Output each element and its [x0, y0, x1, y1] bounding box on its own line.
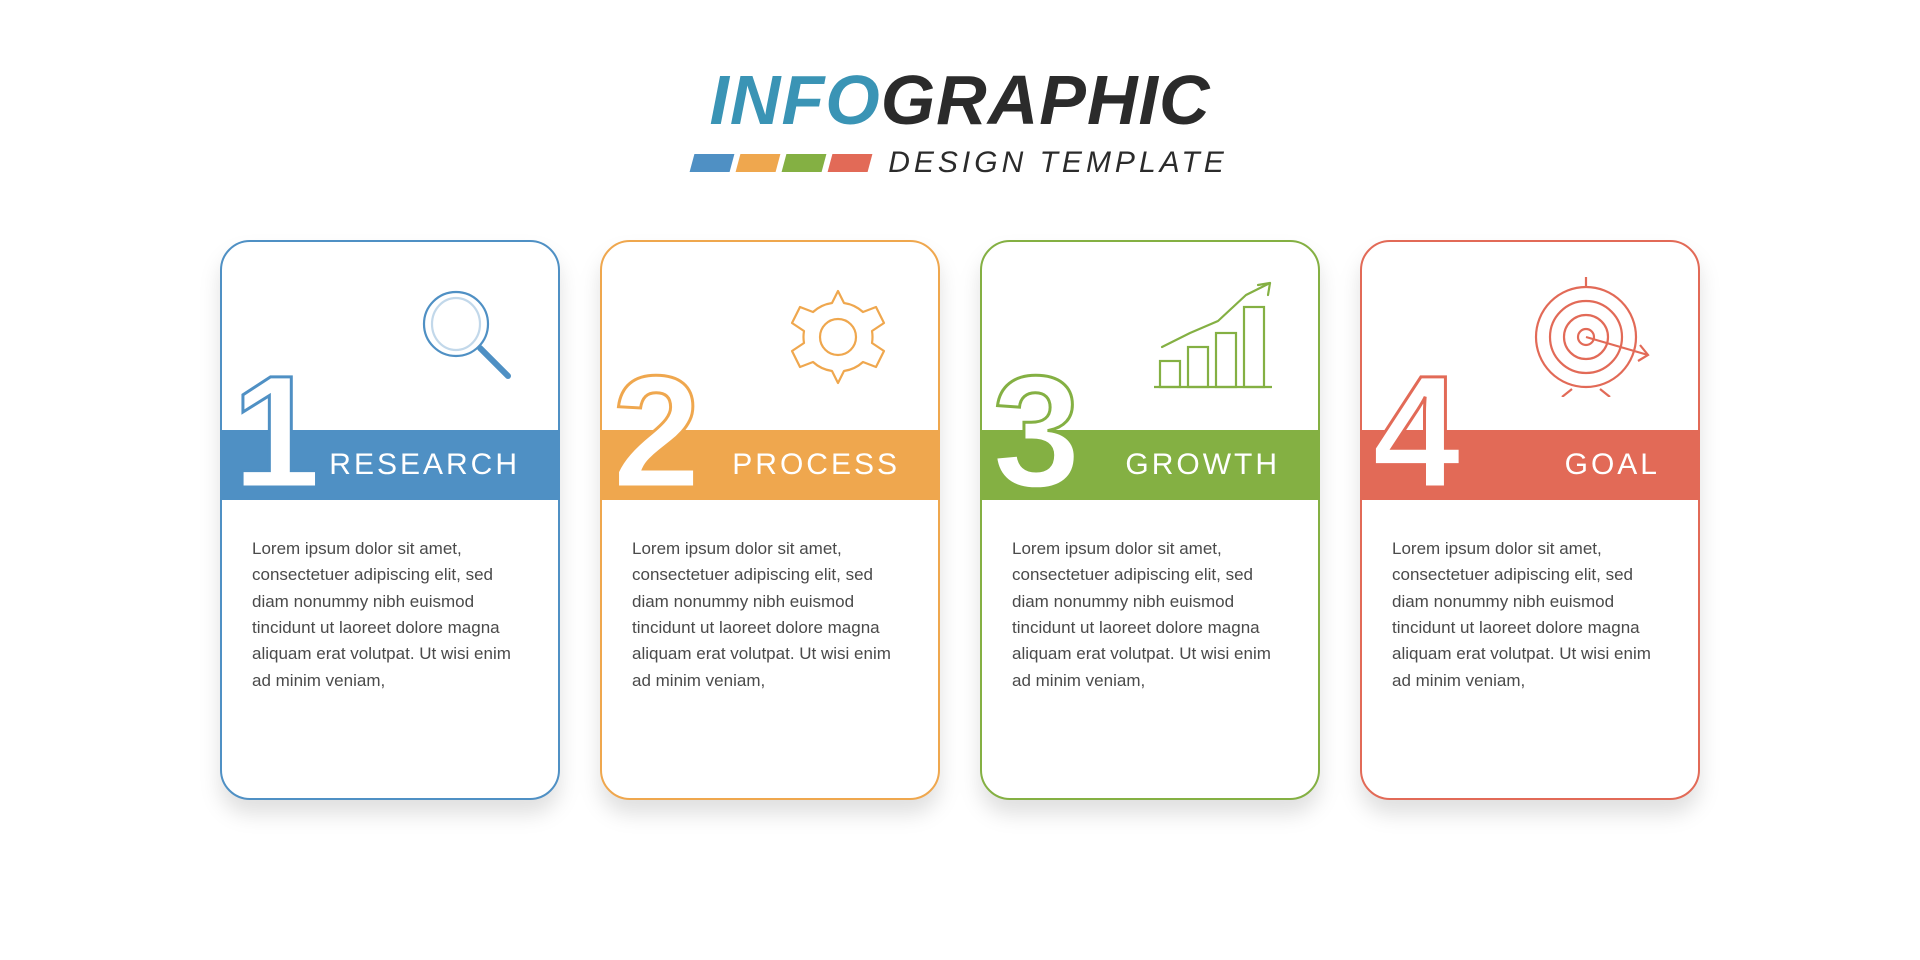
subtitle: DESIGN TEMPLATE: [888, 146, 1228, 180]
card-growth: GROWTH 3 Lorem ipsum dolor sit amet, con…: [980, 240, 1320, 800]
card-number: 2: [612, 352, 701, 512]
swatch-4: [828, 154, 873, 172]
card-title: GOAL: [1565, 448, 1660, 482]
card-row: RESEARCH 1 Lorem ipsum dolor sit amet, c…: [220, 240, 1700, 800]
swatch-2: [736, 154, 781, 172]
card-body: Lorem ipsum dolor sit amet, consectetuer…: [602, 512, 938, 714]
card-body: Lorem ipsum dolor sit amet, consectetuer…: [1362, 512, 1698, 714]
swatch-1: [690, 154, 735, 172]
card-research: RESEARCH 1 Lorem ipsum dolor sit amet, c…: [220, 240, 560, 800]
swatch-strip: [690, 154, 873, 172]
magnifier-icon: [408, 282, 518, 392]
card-title: PROCESS: [732, 448, 900, 482]
card-title: RESEARCH: [329, 448, 520, 482]
card-body: Lorem ipsum dolor sit amet, consectetuer…: [982, 512, 1318, 714]
card-title: GROWTH: [1125, 448, 1280, 482]
card-goal: GOAL 4 Lorem ipsum dolor sit amet, conse…: [1360, 240, 1700, 800]
card-process: PROCESS 2 Lorem ipsum dolor sit amet, co…: [600, 240, 940, 800]
subtitle-row: DESIGN TEMPLATE: [692, 146, 1228, 180]
card-number: 1: [232, 352, 321, 512]
main-title: INFOGRAPHIC: [709, 60, 1210, 140]
target-icon: [1528, 277, 1658, 397]
bar-growth-icon: [1148, 277, 1278, 397]
gear-icon: [778, 277, 898, 397]
header: INFOGRAPHIC DESIGN TEMPLATE: [692, 60, 1228, 180]
swatch-3: [782, 154, 827, 172]
card-body: Lorem ipsum dolor sit amet, consectetuer…: [222, 512, 558, 714]
infographic-page: INFOGRAPHIC DESIGN TEMPLATE: [0, 0, 1920, 960]
title-part-b: GRAPHIC: [881, 60, 1211, 140]
card-number: 3: [992, 352, 1081, 512]
title-part-a: INFO: [709, 60, 880, 140]
card-number: 4: [1372, 352, 1461, 512]
